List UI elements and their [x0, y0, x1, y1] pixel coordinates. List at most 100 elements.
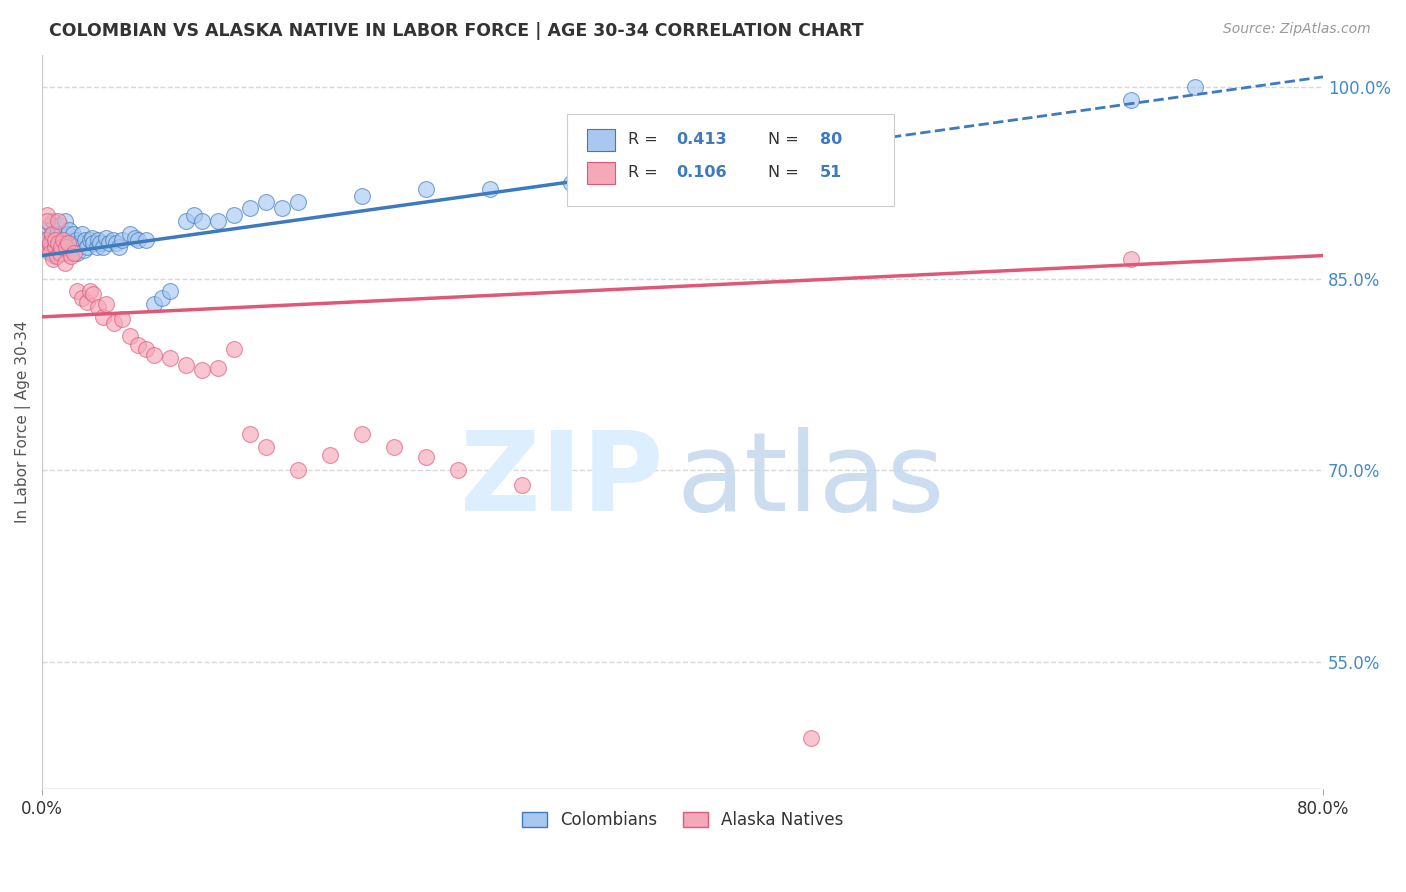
Point — [91, 240, 114, 254]
Point — [384, 440, 406, 454]
Point — [39, 217, 62, 231]
Point — [98, 235, 121, 250]
Point — [56, 235, 79, 250]
Point — [41, 227, 63, 241]
Point — [51, 235, 73, 250]
Point — [120, 329, 142, 343]
Point — [512, 478, 534, 492]
Point — [38, 230, 60, 244]
Text: R =: R = — [627, 165, 662, 180]
Point — [39, 235, 62, 250]
Point — [35, 208, 58, 222]
Point — [96, 297, 118, 311]
Point — [66, 285, 89, 299]
Point — [103, 316, 125, 330]
Text: atlas: atlas — [676, 427, 945, 534]
Point — [48, 246, 70, 260]
Point — [46, 246, 69, 260]
Point — [254, 440, 277, 454]
Point — [127, 338, 149, 352]
Point — [44, 240, 66, 254]
Point — [82, 286, 104, 301]
Point — [352, 188, 374, 202]
Point — [45, 227, 67, 241]
Point — [800, 731, 823, 746]
Point — [39, 235, 62, 250]
Point — [46, 214, 69, 228]
Point — [111, 233, 134, 247]
Point — [35, 214, 58, 228]
Text: COLOMBIAN VS ALASKA NATIVE IN LABOR FORCE | AGE 30-34 CORRELATION CHART: COLOMBIAN VS ALASKA NATIVE IN LABOR FORC… — [49, 22, 863, 40]
Y-axis label: In Labor Force | Age 30-34: In Labor Force | Age 30-34 — [15, 321, 31, 524]
Point — [159, 351, 181, 365]
Point — [44, 249, 66, 263]
Text: ZIP: ZIP — [460, 427, 664, 534]
Text: 0.413: 0.413 — [676, 132, 727, 147]
Point — [51, 240, 73, 254]
Point — [1119, 93, 1142, 107]
Point — [108, 240, 131, 254]
Point — [52, 233, 75, 247]
Point — [191, 214, 214, 228]
Point — [42, 244, 65, 258]
Point — [44, 233, 66, 247]
Point — [79, 233, 101, 247]
Point — [76, 240, 98, 254]
Point — [48, 240, 70, 254]
Point — [207, 360, 229, 375]
Point — [135, 233, 157, 247]
Point — [143, 297, 166, 311]
Point — [120, 227, 142, 241]
Point — [720, 163, 742, 178]
Point — [159, 285, 181, 299]
Point — [207, 214, 229, 228]
Point — [45, 249, 67, 263]
Point — [41, 227, 63, 241]
Point — [38, 244, 60, 258]
Point — [66, 246, 89, 260]
Point — [79, 285, 101, 299]
Point — [287, 463, 309, 477]
Point — [143, 348, 166, 362]
Point — [135, 342, 157, 356]
Point — [447, 463, 470, 477]
Point — [56, 240, 79, 254]
Point — [35, 235, 58, 250]
Point — [319, 448, 342, 462]
Point — [59, 249, 82, 263]
Point — [127, 233, 149, 247]
Point — [150, 291, 173, 305]
Point — [87, 233, 110, 247]
Point — [87, 300, 110, 314]
Point — [59, 246, 82, 260]
Point — [53, 214, 76, 228]
Point — [41, 246, 63, 260]
Point — [560, 176, 582, 190]
Point — [42, 214, 65, 228]
Point — [101, 233, 124, 247]
Point — [415, 182, 437, 196]
Point — [52, 233, 75, 247]
Point — [53, 240, 76, 254]
Point — [76, 294, 98, 309]
Point — [63, 246, 86, 260]
Point — [352, 427, 374, 442]
Text: 0.106: 0.106 — [676, 165, 727, 180]
Point — [1119, 252, 1142, 267]
Point — [46, 233, 69, 247]
Text: 51: 51 — [820, 165, 842, 180]
Point — [73, 244, 96, 258]
Point — [52, 246, 75, 260]
Point — [479, 182, 502, 196]
Point — [271, 202, 294, 216]
Point — [82, 235, 104, 250]
Point — [67, 235, 90, 250]
FancyBboxPatch shape — [568, 114, 894, 206]
Point — [111, 312, 134, 326]
Point — [287, 194, 309, 209]
Point — [75, 233, 97, 247]
Point — [55, 240, 77, 254]
Point — [39, 240, 62, 254]
Point — [70, 227, 93, 241]
Point — [46, 223, 69, 237]
